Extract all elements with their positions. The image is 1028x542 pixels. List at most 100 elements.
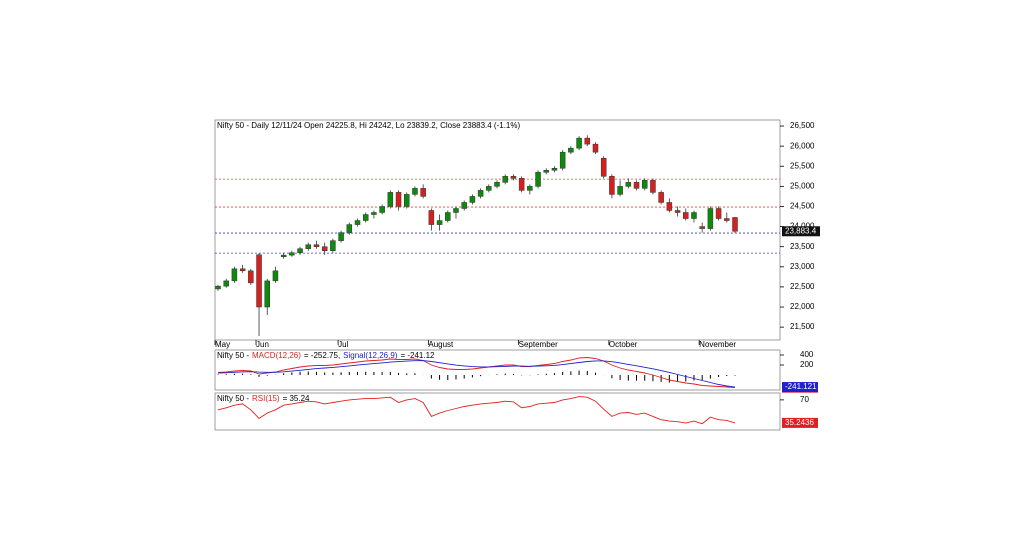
candle-body [666, 202, 673, 211]
candle-body [346, 224, 353, 233]
y-tick-label: 24,000 [790, 222, 815, 231]
x-tick-label: November [699, 340, 736, 349]
candle-body [461, 202, 467, 209]
x-tick-label: Jun [256, 340, 269, 349]
candle-body [568, 147, 574, 153]
candle-body [551, 168, 558, 171]
candle-body [584, 137, 591, 145]
candle-body [420, 188, 426, 197]
title-part: Nifty 50 - [217, 351, 249, 360]
title-part: = -241.12 [400, 351, 435, 360]
title-part: Nifty 50 - [217, 394, 249, 403]
candle-body [641, 180, 648, 189]
title-part: Signal(12,26,9) [343, 351, 398, 360]
candle-body [264, 280, 270, 308]
candle-body [371, 212, 377, 215]
candle-body [674, 210, 681, 213]
last-value-box [782, 382, 818, 393]
candle-body [625, 182, 632, 187]
y-tick-label: 23,500 [790, 242, 815, 251]
candle-body [231, 268, 238, 282]
x-tick-label: September [519, 340, 558, 349]
candle-body [683, 212, 689, 219]
x-tick-label: Jul [338, 340, 348, 349]
last-value-label: 23,883.4 [785, 226, 817, 235]
y-tick-label: 400 [800, 350, 814, 359]
candle-body [592, 143, 599, 153]
candle-body [412, 188, 418, 195]
candle-body [280, 254, 287, 257]
x-tick-label: May [215, 340, 230, 349]
title-part: MACD(12,26) [252, 351, 301, 360]
candle-body [658, 192, 664, 203]
last-value-box [782, 417, 818, 428]
candle-body [305, 244, 312, 249]
candle-body [289, 252, 295, 256]
series-line [217, 360, 736, 388]
candle-body [248, 270, 254, 284]
candle-body [338, 232, 344, 241]
candle-body [650, 180, 656, 193]
series-line [217, 396, 736, 425]
candle-body [543, 170, 550, 173]
candle-body [362, 214, 369, 221]
candle-body [330, 240, 336, 251]
candle-body [715, 208, 722, 219]
candle-body [477, 190, 484, 197]
panel-frame [214, 392, 781, 431]
y-tick-label: 22,500 [790, 282, 815, 291]
candle-body [453, 208, 459, 213]
x-tick-label: October [609, 340, 638, 349]
candle-body [527, 186, 533, 191]
candle-body [600, 157, 607, 177]
candle-body [436, 220, 443, 225]
candle-body [297, 248, 303, 253]
candle-body [469, 196, 476, 203]
candle-body [724, 218, 730, 221]
candle-body [535, 172, 541, 187]
y-tick-label: 23,000 [790, 262, 815, 271]
candle-body [576, 137, 582, 149]
chart-title: Nifty 50 - Daily 12/11/24 Open 24225.8, … [217, 121, 520, 130]
candle-body [387, 192, 394, 207]
candle-body [518, 178, 525, 191]
title-part: RSI(15) [252, 394, 280, 403]
candle-body [494, 182, 500, 187]
series-line [217, 357, 736, 389]
y-tick-label: 25,000 [790, 181, 815, 190]
candle-body [633, 182, 640, 189]
candle-body [510, 176, 517, 179]
y-tick-label: 70 [800, 395, 809, 404]
candle-body [502, 176, 508, 183]
last-value-box [782, 226, 820, 237]
y-tick-label: 26,000 [790, 141, 815, 150]
candle-body [699, 226, 705, 229]
y-tick-label: 25,500 [790, 161, 815, 170]
candle-body [732, 217, 738, 232]
panel-title: Nifty 50 - RSI(15) = 35.24 [217, 394, 310, 403]
y-tick-label: 24,500 [790, 202, 815, 211]
y-tick-label: 26,500 [790, 121, 815, 130]
y-tick-label: 21,500 [790, 322, 815, 331]
x-tick-label: August [428, 340, 454, 349]
candle-body [354, 220, 361, 225]
title-part: = -252.75, [304, 351, 340, 360]
title-part: = 35.24 [283, 394, 310, 403]
panel-frame [214, 349, 781, 391]
candle-body [215, 285, 221, 290]
candle-body [617, 186, 623, 195]
candle-body [403, 194, 410, 207]
candle-body [609, 176, 615, 195]
candle-body [395, 192, 402, 207]
y-tick-label: 200 [800, 360, 814, 369]
candle-body [256, 254, 262, 308]
candle-body [559, 151, 566, 169]
y-tick-label: 22,000 [790, 302, 815, 311]
panel-frame [214, 119, 781, 341]
candle-body [379, 206, 385, 213]
panel-title: Nifty 50 - MACD(12,26) = -252.75, Signal(12… [217, 351, 435, 360]
candle-body [691, 212, 697, 219]
last-value-label: -241.121 [785, 382, 817, 391]
